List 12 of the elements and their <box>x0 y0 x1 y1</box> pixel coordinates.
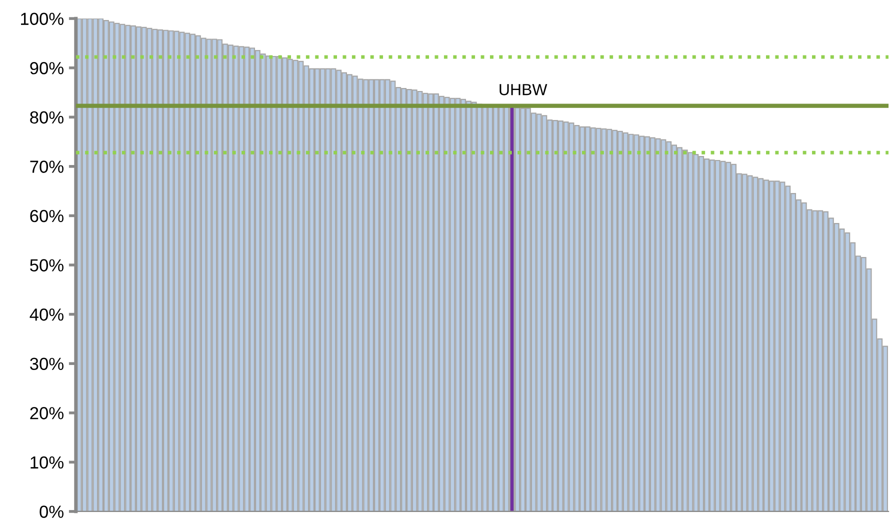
y-tick-label: 0% <box>40 506 64 518</box>
y-tick-label: 70% <box>30 160 64 173</box>
y-tick-label: 60% <box>30 210 64 222</box>
y-tick-label: 50% <box>30 259 64 272</box>
y-tick-label: 80% <box>30 111 64 124</box>
y-tick-label: 30% <box>30 358 64 370</box>
y-tick-label: 100% <box>21 12 64 26</box>
y-tick-label: 10% <box>30 456 64 469</box>
y-tick-label: 40% <box>30 308 64 321</box>
y-tick-label: 20% <box>30 407 64 420</box>
ref-line-label: UHBW <box>500 84 548 96</box>
y-tick-label: 90% <box>30 62 64 74</box>
